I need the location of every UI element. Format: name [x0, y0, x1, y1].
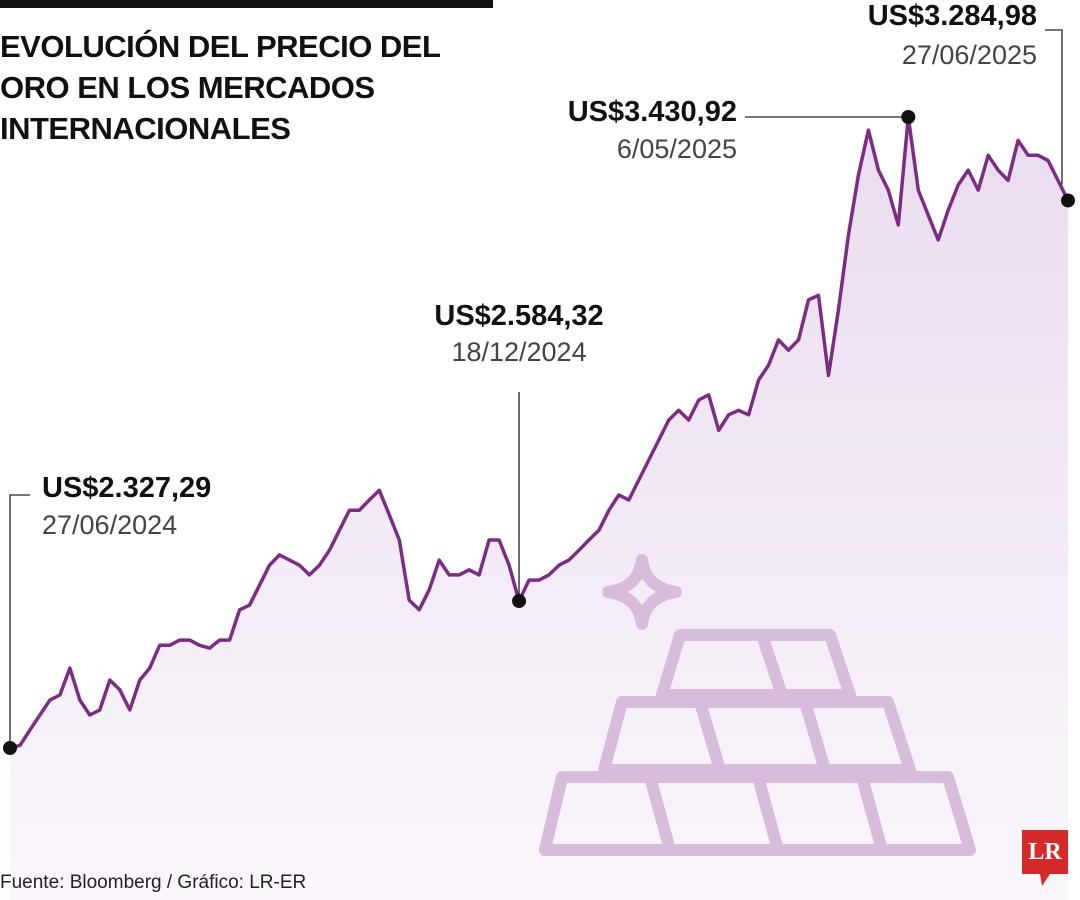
gold-bar	[799, 700, 831, 772]
value-label: US$2.327,29	[42, 472, 211, 504]
highlight-point	[512, 594, 527, 609]
price-line	[9, 115, 1070, 750]
logo-tail	[1040, 874, 1050, 886]
date-label: 27/06/2025	[902, 40, 1037, 70]
gold-bar	[752, 775, 784, 852]
value-label: US$3.284,98	[868, 0, 1037, 32]
gold-bar	[598, 696, 916, 776]
gold-bar	[856, 775, 888, 852]
highlight-point	[1061, 193, 1075, 208]
gold-bar	[644, 775, 676, 852]
leader-line	[9, 494, 30, 748]
date-label: 27/06/2024	[42, 510, 177, 540]
date-label: 18/12/2024	[451, 337, 586, 367]
source-note: Fuente: Bloomberg / Gráfico: LR-ER	[0, 872, 307, 893]
logo-box	[1022, 830, 1068, 874]
top-rule	[0, 0, 493, 8]
value-label: US$3.430,92	[568, 96, 737, 128]
logo: LR	[1022, 830, 1068, 886]
gold-bar	[656, 629, 856, 701]
highlight-point	[901, 110, 916, 124]
highlight-point	[3, 741, 17, 755]
leader-line	[1045, 29, 1063, 185]
sparkle	[602, 554, 682, 630]
gold-bar	[539, 771, 976, 856]
gold-bar	[756, 633, 788, 697]
value-label: US$2.584,32	[434, 300, 603, 332]
gold-bars-illustration	[539, 554, 976, 856]
chart-title: EVOLUCIÓN DEL PRECIO DEL ORO EN LOS MERC…	[0, 29, 440, 146]
date-label: 6/05/2025	[617, 134, 737, 164]
logo-text: LR	[1028, 839, 1062, 865]
gold-bar	[694, 700, 726, 772]
